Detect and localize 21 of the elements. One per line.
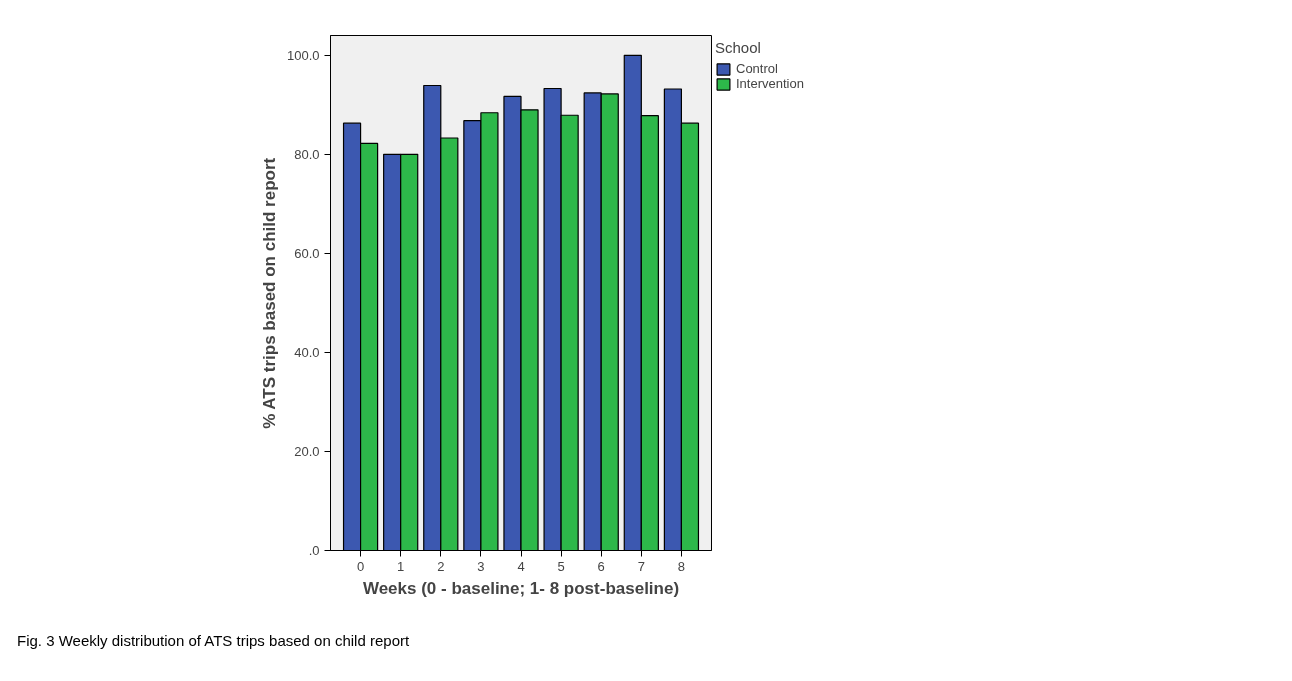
- x-tick-label: 0: [356, 558, 365, 574]
- x-tick-label: 1: [397, 558, 405, 574]
- legend-title: School: [715, 39, 762, 56]
- y-tick-label: .0: [308, 543, 320, 558]
- x-tick-label: 7: [637, 558, 645, 574]
- legend-label: Control: [736, 61, 778, 76]
- legend-label: Intervention: [736, 76, 804, 91]
- y-tick-label: 40.0: [294, 344, 320, 360]
- x-tick-label: 5: [557, 558, 565, 574]
- x-tick-label: 8: [677, 558, 686, 574]
- y-tick-label: 100.0: [286, 47, 320, 63]
- x-tick-label: 3: [477, 558, 485, 574]
- x-tick-label: 2: [437, 558, 445, 574]
- x-tick-label: 4: [517, 558, 525, 574]
- y-tick-label: 60.0: [294, 245, 320, 261]
- y-tick-label: 80.0: [294, 146, 320, 162]
- x-tick-label: 6: [597, 558, 605, 574]
- y-axis-title: % ATS trips based on child report: [259, 157, 279, 429]
- caption: Fig. 3 Weekly distribution of ATS trips based on child report: [17, 631, 410, 651]
- y-tick-label: 20.0: [294, 443, 320, 459]
- x-axis-title: Weeks (0 - baseline; 1- 8 post-baseline): [362, 578, 680, 598]
